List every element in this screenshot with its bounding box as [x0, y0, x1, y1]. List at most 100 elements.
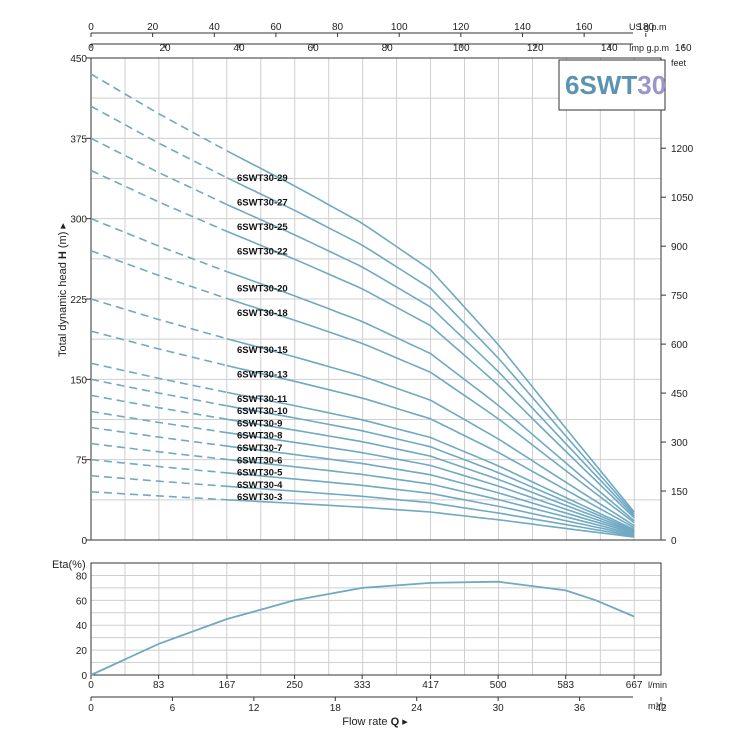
- curve-6SWT30-13: [226, 364, 635, 529]
- curve-dashed-6SWT30-15: [90, 298, 228, 340]
- curve-label-6SWT30-7: 6SWT30-7: [237, 443, 282, 454]
- head-tick-label: 300: [70, 215, 87, 226]
- top-axis-imp-gpm: 0 20 40 60 80 100 120 140 160 Imp g.p.m: [88, 43, 692, 54]
- m3h-tick-label: 36: [574, 703, 586, 714]
- top-axis-unit: Imp g.p.m: [629, 43, 669, 53]
- curve-label-6SWT30-22: 6SWT30-22: [237, 246, 288, 257]
- head-axis-label: Total dynamic head H (m) ▸: [57, 223, 69, 357]
- curve-6SWT30-6: [226, 458, 635, 535]
- top-tick-label: 180: [637, 22, 654, 33]
- curve-6SWT30-5: [226, 472, 635, 536]
- lmin-tick-label: 250: [286, 680, 303, 691]
- efficiency-plot-frame: [90, 562, 662, 676]
- curve-dashed-6SWT30-7: [90, 426, 228, 447]
- curve-6SWT30-9: [226, 418, 635, 533]
- lmin-tick-label: 667: [626, 680, 643, 691]
- curve-6SWT30-18: [226, 297, 635, 524]
- curve-label-6SWT30-4: 6SWT30-4: [237, 480, 283, 491]
- m3h-tick-label: 6: [170, 703, 176, 714]
- curve-6SWT30-3: [226, 499, 635, 538]
- curve-label-6SWT30-27: 6SWT30-27: [237, 197, 288, 208]
- lmin-tick-label: 583: [557, 680, 574, 691]
- top-tick-label: 160: [675, 43, 692, 54]
- head-axis-m: 0 75 150 225 300 375 450: [70, 54, 91, 547]
- efficiency-curve: [90, 580, 635, 676]
- m3h-unit: m³/h: [648, 701, 666, 711]
- m3h-tick-label: 24: [411, 703, 423, 714]
- curve-6SWT30-7: [226, 445, 635, 535]
- model-title-prefix: 6SWT: [565, 70, 637, 100]
- feet-axis-label: feet: [671, 58, 687, 68]
- svg-text:6SWT30: 6SWT30: [565, 70, 666, 100]
- flow-axis-lmin: 0 83 167 250 333 417 500 583 667 l/min: [88, 675, 667, 691]
- curve-dashed-6SWT30-18: [90, 250, 228, 300]
- top-tick-label: 100: [453, 43, 470, 54]
- top-tick-label: 140: [514, 22, 531, 33]
- top-tick-label: 20: [159, 43, 171, 54]
- head-tick-label: 375: [70, 134, 87, 145]
- m3h-tick-label: 12: [248, 703, 260, 714]
- lmin-tick-label: 500: [490, 680, 507, 691]
- curve-label-6SWT30-13: 6SWT30-13: [237, 369, 288, 380]
- top-tick-label: 0: [88, 43, 94, 54]
- pump-curves: [90, 73, 635, 538]
- head-tick-label: 225: [70, 295, 87, 306]
- lmin-tick-label: 0: [88, 680, 94, 691]
- curve-dashed-6SWT30-4: [90, 474, 228, 488]
- model-title-box: 6SWT30: [558, 59, 666, 111]
- head-tick-label: 0: [81, 536, 87, 547]
- curve-6SWT30-25: [226, 203, 635, 517]
- feet-tick-label: 750: [671, 291, 688, 302]
- eta-tick-label: 20: [76, 646, 88, 657]
- top-tick-label: 40: [209, 22, 221, 33]
- curve-dashed-6SWT30-9: [90, 394, 228, 421]
- top-tick-label: 120: [453, 22, 470, 33]
- curve-label-6SWT30-5: 6SWT30-5: [237, 468, 283, 479]
- curve-label-6SWT30-20: 6SWT30-20: [237, 283, 288, 294]
- lmin-unit: l/min: [648, 680, 667, 690]
- curve-6SWT30-8: [226, 431, 635, 534]
- lmin-tick-label: 83: [153, 680, 165, 691]
- top-tick-label: 40: [234, 43, 246, 54]
- curve-dashed-6SWT30-20: [90, 217, 228, 273]
- feet-tick-label: 300: [671, 438, 688, 449]
- m3h-tick-label: 0: [88, 703, 94, 714]
- curve-label-6SWT30-18: 6SWT30-18: [237, 308, 288, 319]
- feet-tick-label: 1200: [671, 144, 694, 155]
- curve-dashed-6SWT30-6: [90, 442, 228, 461]
- feet-tick-label: 1050: [671, 193, 694, 204]
- efficiency-grid: [90, 562, 661, 676]
- top-tick-label: 120: [527, 43, 544, 54]
- curve-dashed-6SWT30-29: [90, 73, 228, 152]
- eta-tick-label: 40: [76, 621, 88, 632]
- curve-dashed-6SWT30-10: [90, 378, 228, 407]
- curve-label-6SWT30-9: 6SWT30-9: [237, 418, 282, 429]
- head-tick-label: 450: [70, 54, 87, 65]
- top-tick-label: 60: [308, 43, 320, 54]
- m3h-tick-label: 30: [493, 703, 505, 714]
- curve-dashed-6SWT30-11: [90, 362, 228, 394]
- eta-tick-label: 0: [81, 671, 87, 682]
- curve-6SWT30-4: [226, 485, 635, 537]
- model-title-suffix: 30: [637, 70, 666, 100]
- head-tick-label: 150: [70, 375, 87, 386]
- feet-tick-label: 150: [671, 487, 688, 498]
- lmin-tick-label: 333: [354, 680, 371, 691]
- curve-dashed-6SWT30-22: [90, 169, 228, 233]
- top-tick-label: 140: [601, 43, 618, 54]
- feet-tick-label: 0: [671, 536, 677, 547]
- curve-6SWT30-11: [226, 391, 635, 531]
- curve-label-6SWT30-6: 6SWT30-6: [237, 455, 282, 466]
- efficiency-axis-label: Eta(%): [52, 559, 86, 571]
- lmin-tick-label: 167: [219, 680, 236, 691]
- top-tick-label: 60: [270, 22, 282, 33]
- top-tick-label: 160: [576, 22, 593, 33]
- curve-6SWT30-22: [226, 230, 635, 519]
- eta-tick-label: 60: [76, 596, 88, 607]
- top-axis-unit: US g.p.m: [629, 22, 667, 32]
- head-axis-feet: 0 150 300 450 600 750 900 1050 1200: [661, 144, 694, 547]
- curve-label-6SWT30-15: 6SWT30-15: [237, 345, 288, 356]
- curve-label-6SWT30-11: 6SWT30-11: [237, 394, 288, 405]
